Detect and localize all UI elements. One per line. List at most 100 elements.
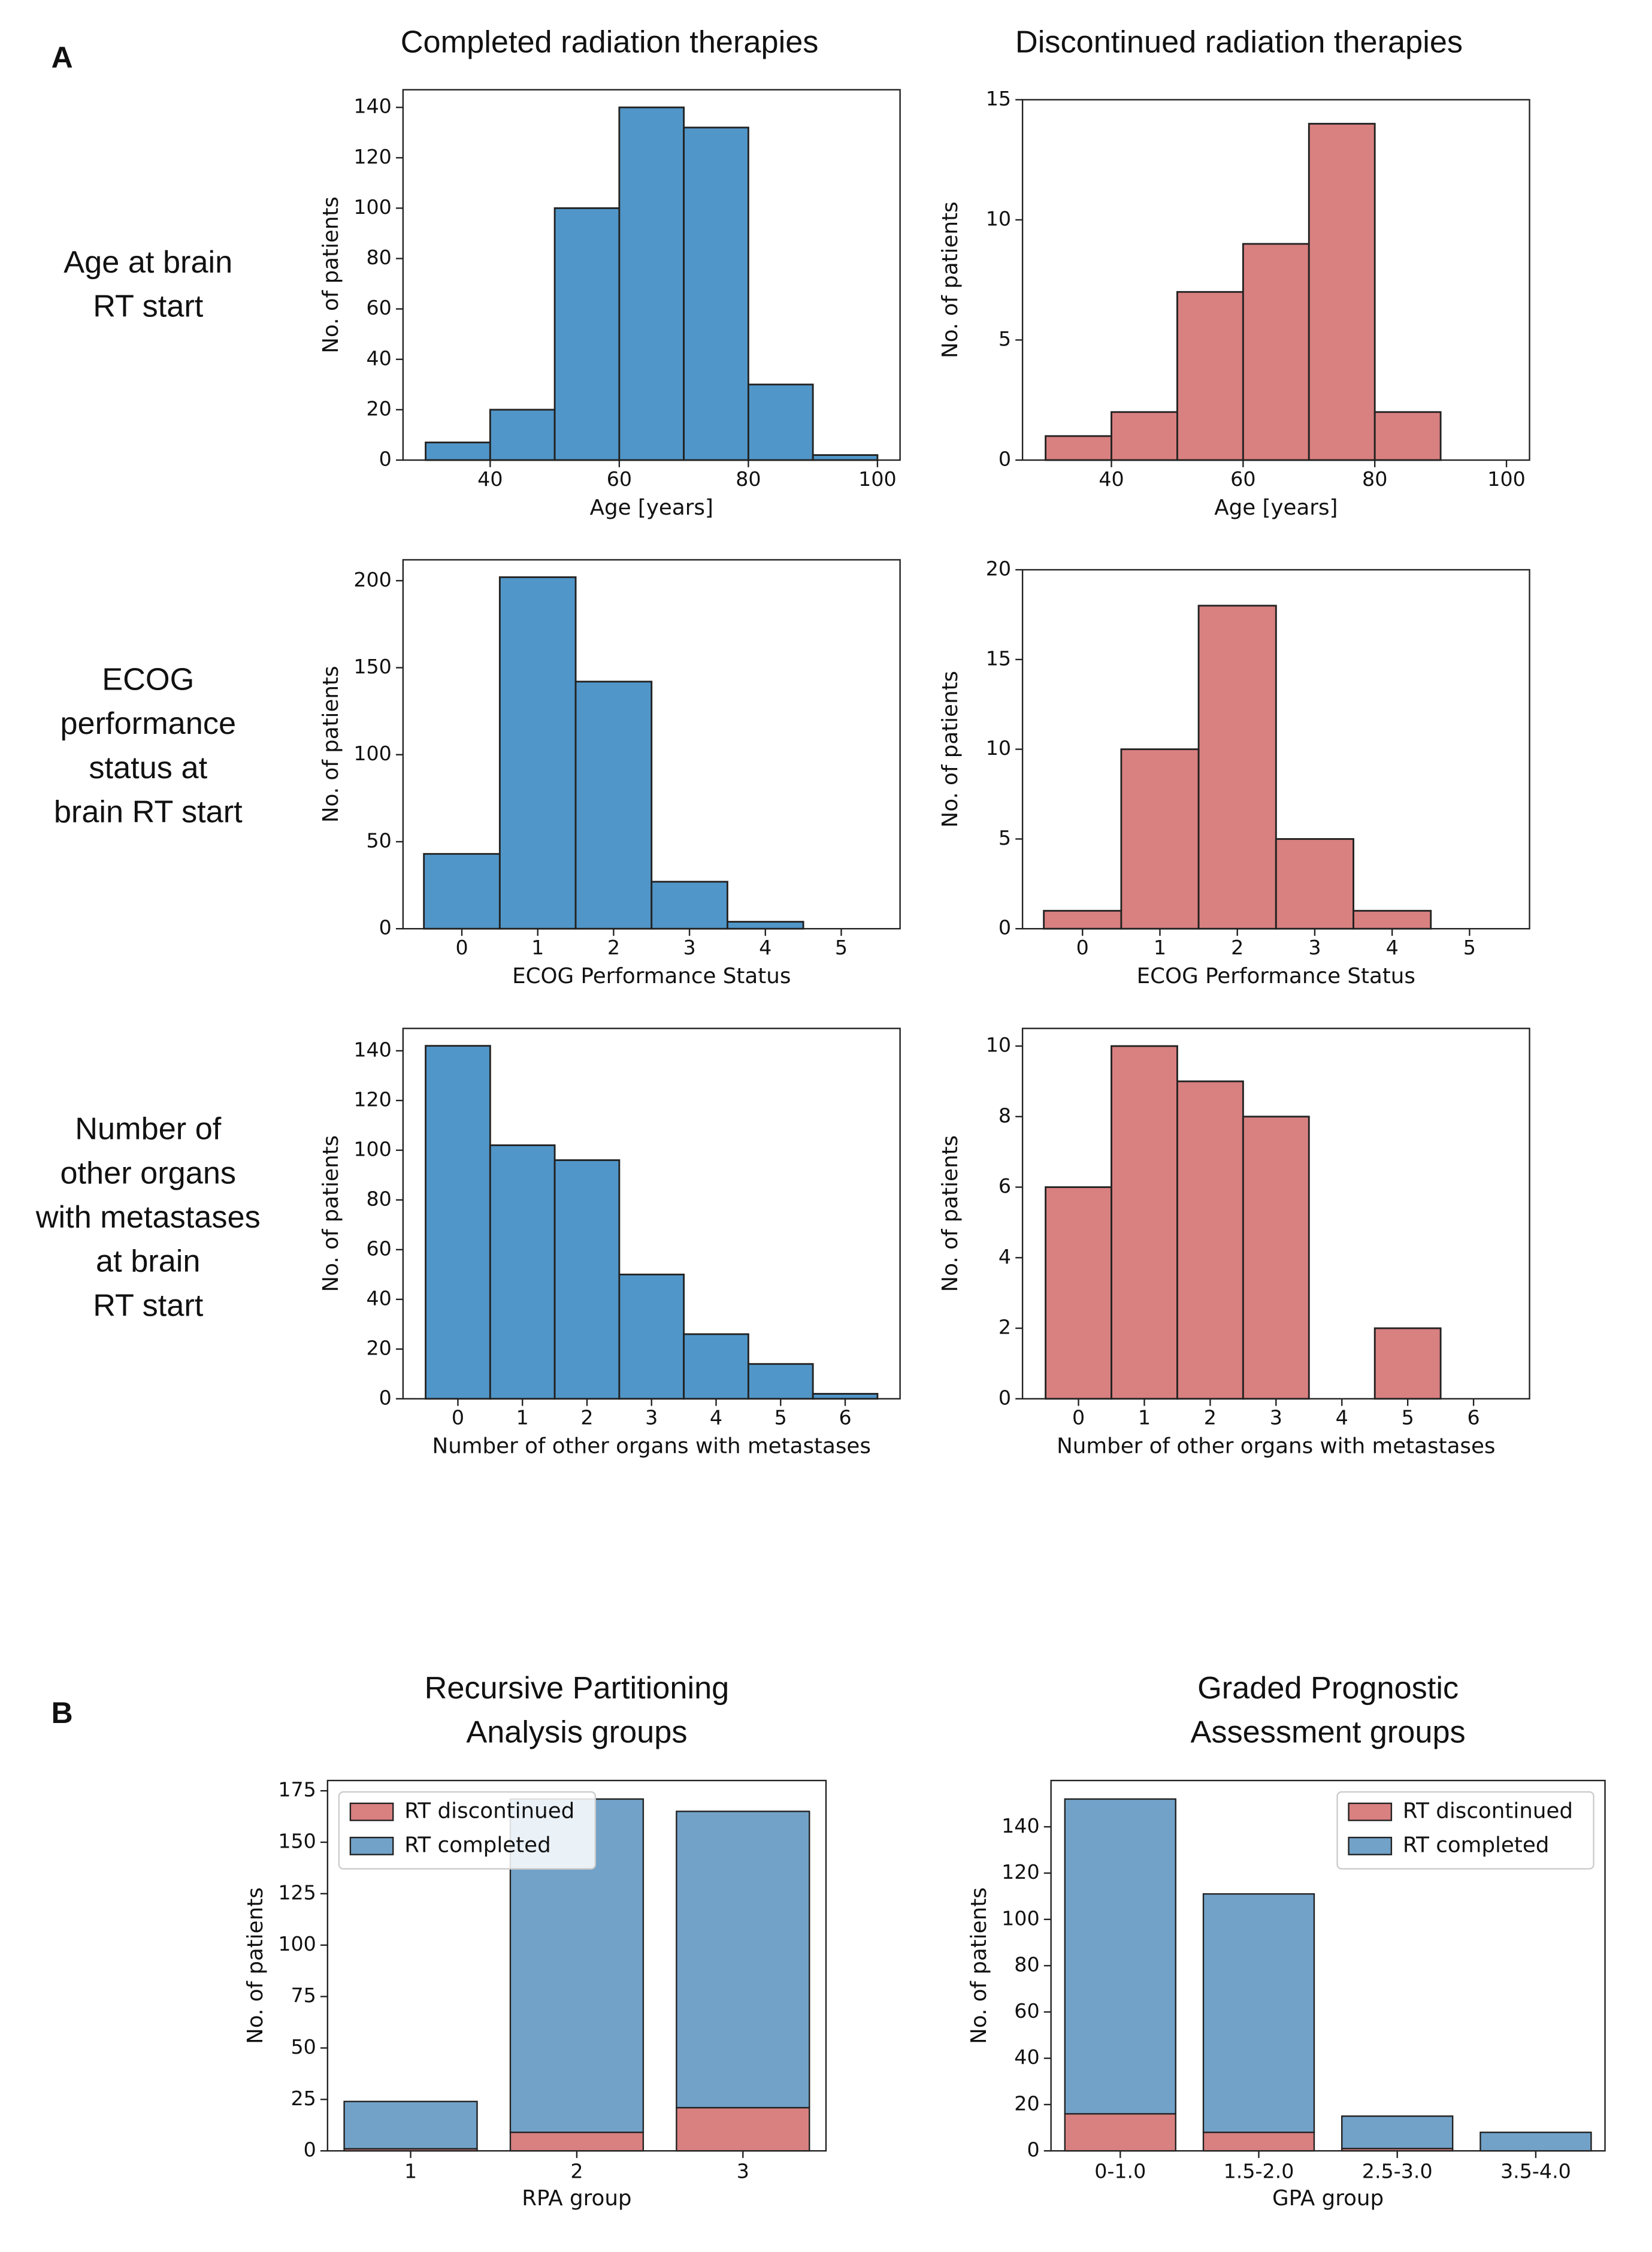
- legend: RT discontinued RT completed: [338, 1791, 597, 1870]
- histogram-bar: [1111, 411, 1178, 461]
- y-tick-label: 6: [999, 1174, 1011, 1198]
- histogram-bar: [1242, 1116, 1310, 1400]
- x-tick-label: 1: [1154, 936, 1166, 959]
- chart-title: Analysis groups: [466, 1715, 687, 1750]
- row-label: RT start: [93, 1288, 204, 1323]
- x-axis-label: RPA group: [522, 2186, 631, 2211]
- histogram-bar: [1045, 1186, 1112, 1400]
- histogram-bar: [683, 126, 749, 461]
- y-tick-label: 100: [353, 1137, 391, 1160]
- plot-frame: [402, 89, 901, 461]
- histogram-bar: [1120, 748, 1200, 930]
- y-tick-label: 80: [366, 1187, 391, 1210]
- y-tick-label: 100: [353, 195, 391, 219]
- bar-segment: [509, 2132, 645, 2152]
- x-tick-label: 0: [1076, 936, 1089, 959]
- histogram-bar: [553, 1159, 621, 1400]
- y-tick-label: 80: [1014, 1953, 1039, 1976]
- y-axis-label: No. of patients: [938, 201, 963, 358]
- plot-frame: [1021, 99, 1530, 461]
- row-label: with metastases: [35, 1200, 261, 1235]
- x-tick-label: 3.5-4.0: [1500, 2159, 1571, 2183]
- y-tick-label: 120: [353, 1087, 391, 1111]
- legend: RT discontinued RT completed: [1336, 1791, 1594, 1870]
- y-tick-label: 20: [366, 397, 391, 420]
- legend-label: RT discontinued: [1403, 1798, 1573, 1823]
- row-label: ECOG: [102, 663, 194, 697]
- plot-frame: [402, 559, 901, 930]
- y-tick-label: 5: [999, 826, 1011, 850]
- x-axis-label: Age [years]: [590, 495, 713, 520]
- x-tick-label: 40: [1099, 467, 1124, 491]
- histogram-bar: [1176, 1080, 1244, 1400]
- y-tick-label: 0: [379, 916, 392, 939]
- x-tick-label: 0: [452, 1406, 464, 1429]
- x-tick-label: 60: [607, 467, 632, 491]
- legend-label: RT discontinued: [404, 1798, 574, 1823]
- row-label: performance: [60, 706, 236, 741]
- histogram-bar: [683, 1333, 749, 1400]
- x-tick-label: 3: [737, 2159, 749, 2183]
- x-tick-label: 80: [1362, 467, 1387, 491]
- y-axis-label: No. of patients: [967, 1887, 991, 2044]
- x-tick-label: 60: [1230, 467, 1255, 491]
- histogram-bar: [1373, 1327, 1442, 1400]
- y-tick-label: 75: [291, 1984, 316, 2007]
- x-tick-label: 2: [1204, 1406, 1217, 1429]
- panel-label: A: [52, 41, 73, 74]
- x-axis-label: ECOG Performance Status: [512, 964, 791, 989]
- x-tick-label: 3: [1270, 1406, 1282, 1429]
- x-tick-label: 2: [580, 1406, 593, 1429]
- y-tick-label: 60: [366, 296, 391, 319]
- legend-box: [1336, 1791, 1594, 1870]
- y-tick-label: 0: [999, 447, 1011, 470]
- y-tick-label: 120: [1002, 1860, 1040, 1884]
- y-tick-label: 40: [1014, 2045, 1039, 2069]
- x-tick-label: 5: [774, 1406, 787, 1429]
- x-tick-label: 5: [1463, 936, 1476, 959]
- y-tick-label: 140: [353, 95, 391, 118]
- y-axis-label: No. of patients: [319, 666, 343, 823]
- row-label: Age at brain: [63, 245, 232, 280]
- x-tick-label: 40: [477, 467, 503, 491]
- y-tick-label: 5: [999, 327, 1011, 350]
- y-tick-label: 80: [366, 246, 391, 269]
- bar-segment: [676, 2106, 810, 2152]
- plot-frame: [1021, 1027, 1530, 1399]
- x-tick-label: 100: [1487, 467, 1526, 491]
- histogram-bar: [747, 1363, 814, 1400]
- y-tick-label: 50: [291, 2035, 316, 2058]
- row-label: other organs: [60, 1156, 236, 1190]
- histogram-bar: [489, 1144, 556, 1400]
- histogram-bar: [498, 576, 577, 930]
- x-tick-label: 2.5-3.0: [1362, 2159, 1433, 2183]
- histogram-bar: [747, 383, 814, 461]
- histogram-bar: [1111, 1045, 1178, 1400]
- x-tick-label: 1: [1138, 1406, 1151, 1429]
- y-axis-label: No. of patients: [319, 1135, 343, 1292]
- y-tick-label: 175: [278, 1778, 316, 1801]
- column-title: Completed radiation therapies: [401, 25, 819, 60]
- plot-frame: [1050, 1779, 1606, 2152]
- y-tick-label: 100: [353, 742, 391, 765]
- histogram-bar: [812, 1393, 879, 1400]
- x-tick-label: 3: [1308, 936, 1321, 959]
- y-tick-label: 200: [353, 568, 391, 591]
- y-tick-label: 60: [1014, 1999, 1039, 2023]
- y-tick-label: 20: [986, 557, 1011, 581]
- legend-label: RT completed: [1403, 1833, 1549, 1857]
- histogram-bar: [425, 442, 491, 461]
- y-tick-label: 8: [999, 1104, 1011, 1127]
- histogram-bar: [1176, 291, 1244, 461]
- histogram-bar: [553, 207, 621, 461]
- bar-segment: [1202, 2132, 1315, 2152]
- y-tick-label: 2: [999, 1316, 1011, 1339]
- x-tick-label: 0-1.0: [1094, 2159, 1146, 2183]
- legend-swatch: [1348, 1836, 1393, 1855]
- row-label: brain RT start: [54, 795, 243, 830]
- x-tick-label: 5: [835, 936, 848, 959]
- x-axis-label: GPA group: [1272, 2186, 1384, 2211]
- bar-segment: [1479, 2132, 1592, 2152]
- legend-box: [338, 1791, 597, 1870]
